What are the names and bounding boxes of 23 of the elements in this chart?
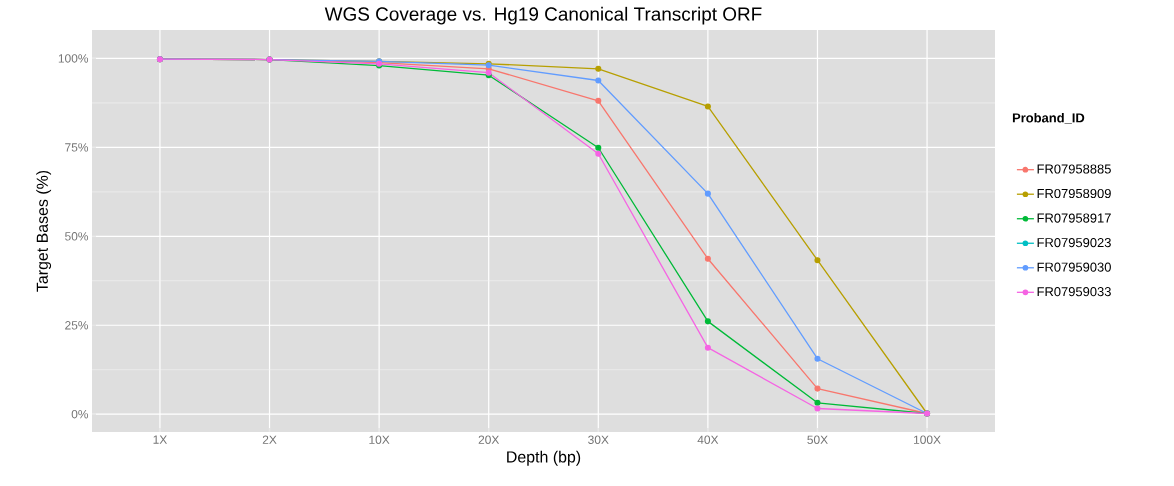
y-tick-label: 100% bbox=[58, 54, 89, 63]
legend-label: FR07959033 bbox=[1037, 287, 1111, 297]
x-tick-label: 1X bbox=[153, 435, 167, 444]
legend-title: Proband_ID bbox=[1012, 112, 1085, 124]
x-axis-title: Depth (bp) bbox=[507, 450, 581, 466]
legend-label: FR07958885 bbox=[1037, 164, 1111, 174]
y-axis-title: Target Bases (%) bbox=[36, 170, 52, 292]
x-tick-label: 50X bbox=[807, 435, 828, 444]
y-tick-label: 0% bbox=[71, 409, 89, 419]
x-tick-label: 30X bbox=[588, 435, 609, 444]
x-tick-label: 100X bbox=[914, 435, 941, 444]
x-tick-label: 20X bbox=[478, 435, 500, 444]
chart-title: WGS Coverage vs. Hg19 Canonical Transcript ORF bbox=[324, 6, 762, 25]
legend-label: FR07959030 bbox=[1037, 262, 1111, 272]
legend-label: FR07958917 bbox=[1037, 213, 1111, 223]
x-tick-label: 10X bbox=[369, 435, 390, 444]
x-tick-label: 40X bbox=[697, 435, 719, 444]
y-tick-label: 25% bbox=[65, 321, 89, 330]
y-tick-label: 50% bbox=[65, 232, 89, 241]
y-tick-label: 75% bbox=[65, 143, 89, 152]
legend-label: FR07959023 bbox=[1037, 237, 1111, 248]
x-tick-label: 2X bbox=[262, 435, 277, 444]
legend-label: FR07958909 bbox=[1037, 188, 1111, 199]
